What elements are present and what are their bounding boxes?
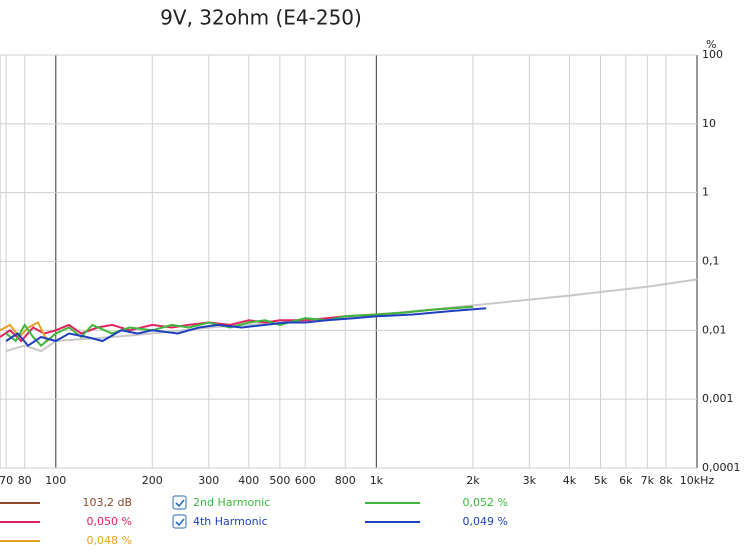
legend-checkbox[interactable] [172, 495, 187, 510]
legend-reading: 0,052 % [463, 496, 508, 509]
series-line [5, 305, 473, 347]
x-tick-label: 500 [269, 474, 290, 487]
y-tick-label: 0,001 [702, 392, 734, 405]
x-tick-label: 8k [659, 474, 673, 487]
x-tick-label: 10kHz [680, 474, 715, 487]
legend-label: 4th Harmonic [193, 515, 268, 528]
x-tick-label: 80 [18, 474, 32, 487]
y-tick-label: 0,0001 [702, 461, 741, 474]
legend-reading: 0,050 % [87, 515, 132, 528]
legend-label: 2nd Harmonic [193, 496, 270, 509]
y-tick-label: 0,01 [702, 323, 727, 336]
series-line [5, 307, 487, 347]
legend-check [175, 499, 185, 508]
x-tick-label: 7k [641, 474, 655, 487]
y-tick-label: 0,1 [702, 255, 720, 268]
x-tick-label: 400 [238, 474, 259, 487]
x-tick-label: 70 [0, 474, 13, 487]
x-tick-label: 3k [523, 474, 537, 487]
x-tick-label: 2k [466, 474, 480, 487]
legend-checkbox[interactable] [172, 514, 187, 529]
x-tick-label: 300 [198, 474, 219, 487]
x-tick-label: 800 [335, 474, 356, 487]
legend-reading: 103,2 dB [82, 496, 132, 509]
y-tick-label: 10 [702, 117, 716, 130]
x-tick-label: 5k [594, 474, 608, 487]
x-tick-label: 1k [370, 474, 384, 487]
x-tick-label: 200 [142, 474, 163, 487]
y-tick-label: 100 [702, 48, 723, 61]
chart-title: 9V, 32ohm (E4-250) [160, 6, 362, 30]
legend-reading: 0,048 % [87, 534, 132, 547]
legend-check [175, 518, 185, 527]
x-tick-label: 4k [563, 474, 577, 487]
legend-reading: 0,049 % [463, 515, 508, 528]
x-tick-label: 600 [295, 474, 316, 487]
x-tick-label: 100 [45, 474, 66, 487]
x-tick-label: 6k [619, 474, 633, 487]
y-unit: % [706, 38, 716, 51]
y-tick-label: 1 [702, 186, 709, 199]
